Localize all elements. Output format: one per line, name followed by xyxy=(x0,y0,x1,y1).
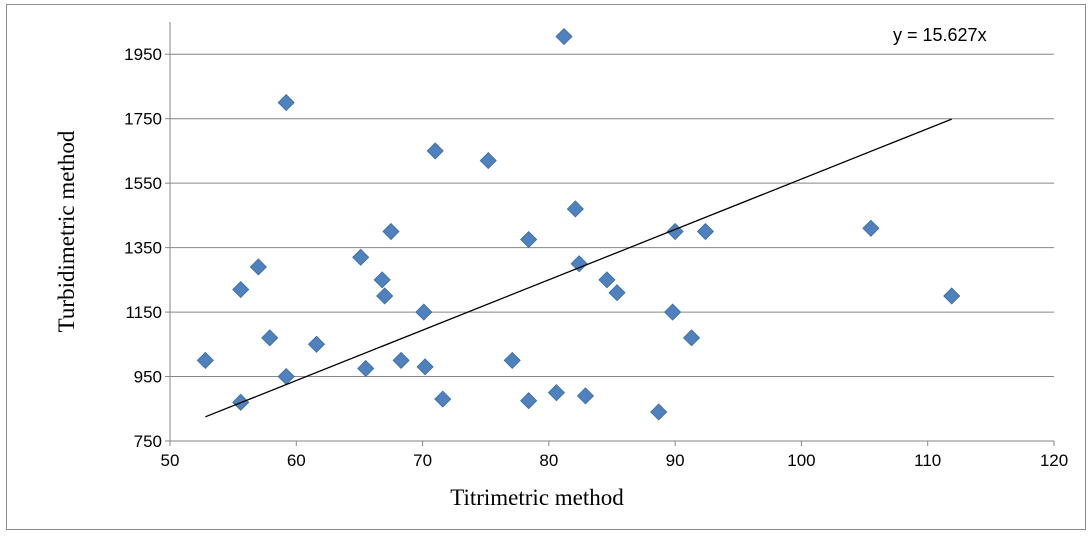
x-tick-label-100: 100 xyxy=(787,451,815,470)
data-point xyxy=(479,152,497,170)
data-point xyxy=(277,94,295,112)
data-point xyxy=(307,335,326,353)
y-tick-label-1750: 1750 xyxy=(124,110,162,129)
data-point xyxy=(570,255,588,273)
x-tick-label-50: 50 xyxy=(161,451,180,470)
y-axis-title: Turbidimetric method xyxy=(54,130,79,332)
y-tick-label-1550: 1550 xyxy=(124,174,162,193)
data-point xyxy=(664,303,682,321)
y-tick-label-1950: 1950 xyxy=(124,45,162,64)
gridlines xyxy=(170,53,1054,378)
data-point xyxy=(415,303,433,321)
data-point xyxy=(520,230,538,249)
trendline-equation-label: y = 15.627x xyxy=(893,25,987,45)
trendline xyxy=(205,118,952,418)
data-points xyxy=(196,27,961,421)
data-point xyxy=(862,219,880,237)
data-point xyxy=(382,222,400,241)
data-point xyxy=(503,351,521,369)
data-point xyxy=(547,384,565,402)
data-point xyxy=(352,248,370,266)
y-tick-label-1350: 1350 xyxy=(124,239,162,258)
data-point xyxy=(696,222,715,241)
data-point xyxy=(576,387,595,405)
data-point xyxy=(608,284,626,302)
x-tick-label-120: 120 xyxy=(1040,451,1068,470)
data-point xyxy=(261,329,279,347)
data-point xyxy=(666,222,684,241)
data-point xyxy=(598,271,616,289)
x-tick-label-110: 110 xyxy=(914,451,941,470)
data-point xyxy=(373,271,391,289)
x-tick-label-70: 70 xyxy=(413,451,432,470)
x-tick-label-60: 60 xyxy=(287,451,306,470)
data-point xyxy=(232,280,250,299)
data-point xyxy=(249,258,267,276)
data-point xyxy=(357,359,375,378)
data-point xyxy=(555,27,573,46)
data-point xyxy=(682,329,701,347)
data-point xyxy=(426,142,444,160)
data-point xyxy=(434,390,452,408)
y-axis-ticks: 750 950 1150 1350 1550 1750 1950 xyxy=(124,45,170,451)
data-point xyxy=(196,351,214,369)
y-tick-label-750: 750 xyxy=(134,432,162,451)
x-axis-title: Titrimetric method xyxy=(450,485,624,510)
data-point xyxy=(566,200,584,218)
data-point xyxy=(416,358,434,376)
x-tick-label-90: 90 xyxy=(666,451,685,470)
data-point xyxy=(943,287,961,305)
x-tick-label-80: 80 xyxy=(539,451,558,470)
data-point xyxy=(376,287,394,305)
axes xyxy=(169,22,1054,442)
y-tick-label-950: 950 xyxy=(134,368,162,387)
data-point xyxy=(520,392,538,410)
y-tick-label-1150: 1150 xyxy=(125,303,162,322)
data-point xyxy=(650,403,668,421)
data-point xyxy=(392,351,410,369)
x-axis-ticks: 50 60 70 80 90 100 110 120 xyxy=(161,441,1068,470)
chart-frame xyxy=(6,4,1086,530)
